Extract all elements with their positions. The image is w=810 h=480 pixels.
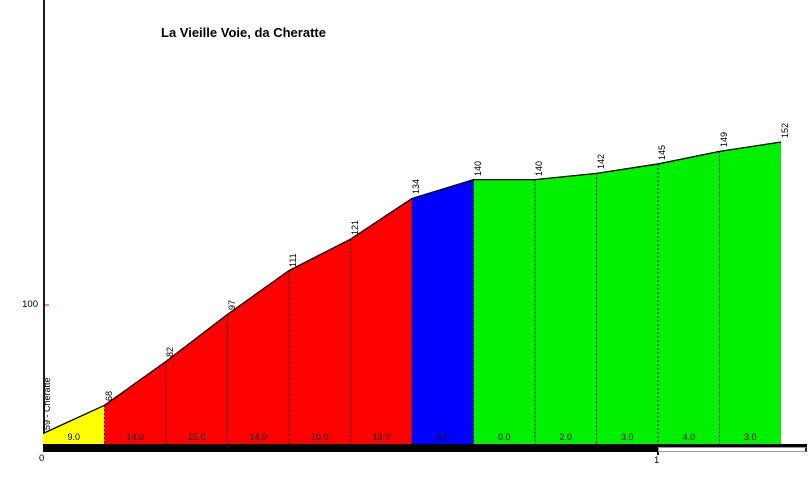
- segment-gradient-label: 10.0: [310, 432, 329, 442]
- elevation-point-label: 140: [534, 160, 544, 176]
- elevation-point-label: 121: [349, 220, 360, 236]
- profile-segment-area: [596, 163, 658, 446]
- profile-baseline-strip: [43, 444, 807, 447]
- segment-gradient-label: 14.0: [126, 432, 145, 442]
- profile-segment-area: [412, 179, 474, 446]
- chart-title: La Vieille Voie, da Cheratte: [161, 25, 326, 40]
- elevation-point-label: 82: [165, 347, 175, 358]
- profile-segment-area: [43, 405, 105, 445]
- segment-gradient-label: 6.0: [436, 432, 449, 442]
- profile-segment-area: [473, 179, 535, 446]
- segment-gradient-label: 3.0: [743, 432, 757, 442]
- x-axis-label-0: 0: [39, 453, 45, 464]
- elevation-point-label: 152: [780, 122, 790, 138]
- elevation-point-label: 59 - Cheratte: [42, 376, 52, 430]
- elevation-point-label: 97: [226, 300, 237, 311]
- profile-segment-area: [350, 198, 412, 445]
- km-bar-partial-km: [658, 447, 807, 452]
- km1-tick-mark: [657, 452, 659, 455]
- y-axis-tick-label: 100: [22, 299, 38, 310]
- elevation-point-label: 145: [657, 144, 667, 160]
- profile-segment-area: [535, 173, 597, 446]
- segment-gradient-label: 2.0: [559, 432, 572, 442]
- segment-gradient-label: 3.0: [620, 432, 634, 442]
- segment-gradient-label: 13.0: [372, 432, 391, 442]
- segment-gradient-label: 9.0: [67, 432, 80, 442]
- elevation-point-label: 68: [103, 391, 114, 402]
- profile-segment-area: [104, 361, 166, 445]
- elevation-point-label: 142: [595, 154, 606, 170]
- elevation-point-label: 140: [472, 160, 483, 176]
- segment-gradient-label: 4.0: [682, 432, 695, 442]
- profile-segment-area: [658, 151, 720, 446]
- km-bar-first-km: [43, 447, 658, 452]
- profile-segment-area: [719, 142, 781, 445]
- profile-outline: [42, 141, 782, 435]
- x-axis-label-1: 1: [654, 455, 660, 466]
- segment-gradient-label: 15.0: [187, 432, 206, 442]
- segment-gradient-label: 0.0: [497, 432, 511, 442]
- segment-gradient-label: 14.0: [249, 432, 268, 442]
- y-axis-tick-mark: [45, 304, 49, 306]
- profile-segment-area: [289, 239, 351, 445]
- elevation-point-label: 111: [288, 252, 298, 267]
- profile-segment-area: [166, 314, 228, 445]
- profile-segment-area: [227, 270, 289, 445]
- y-axis-line: [43, 0, 45, 450]
- elevation-point-label: 149: [718, 132, 729, 148]
- elevation-point-label: 134: [411, 179, 421, 195]
